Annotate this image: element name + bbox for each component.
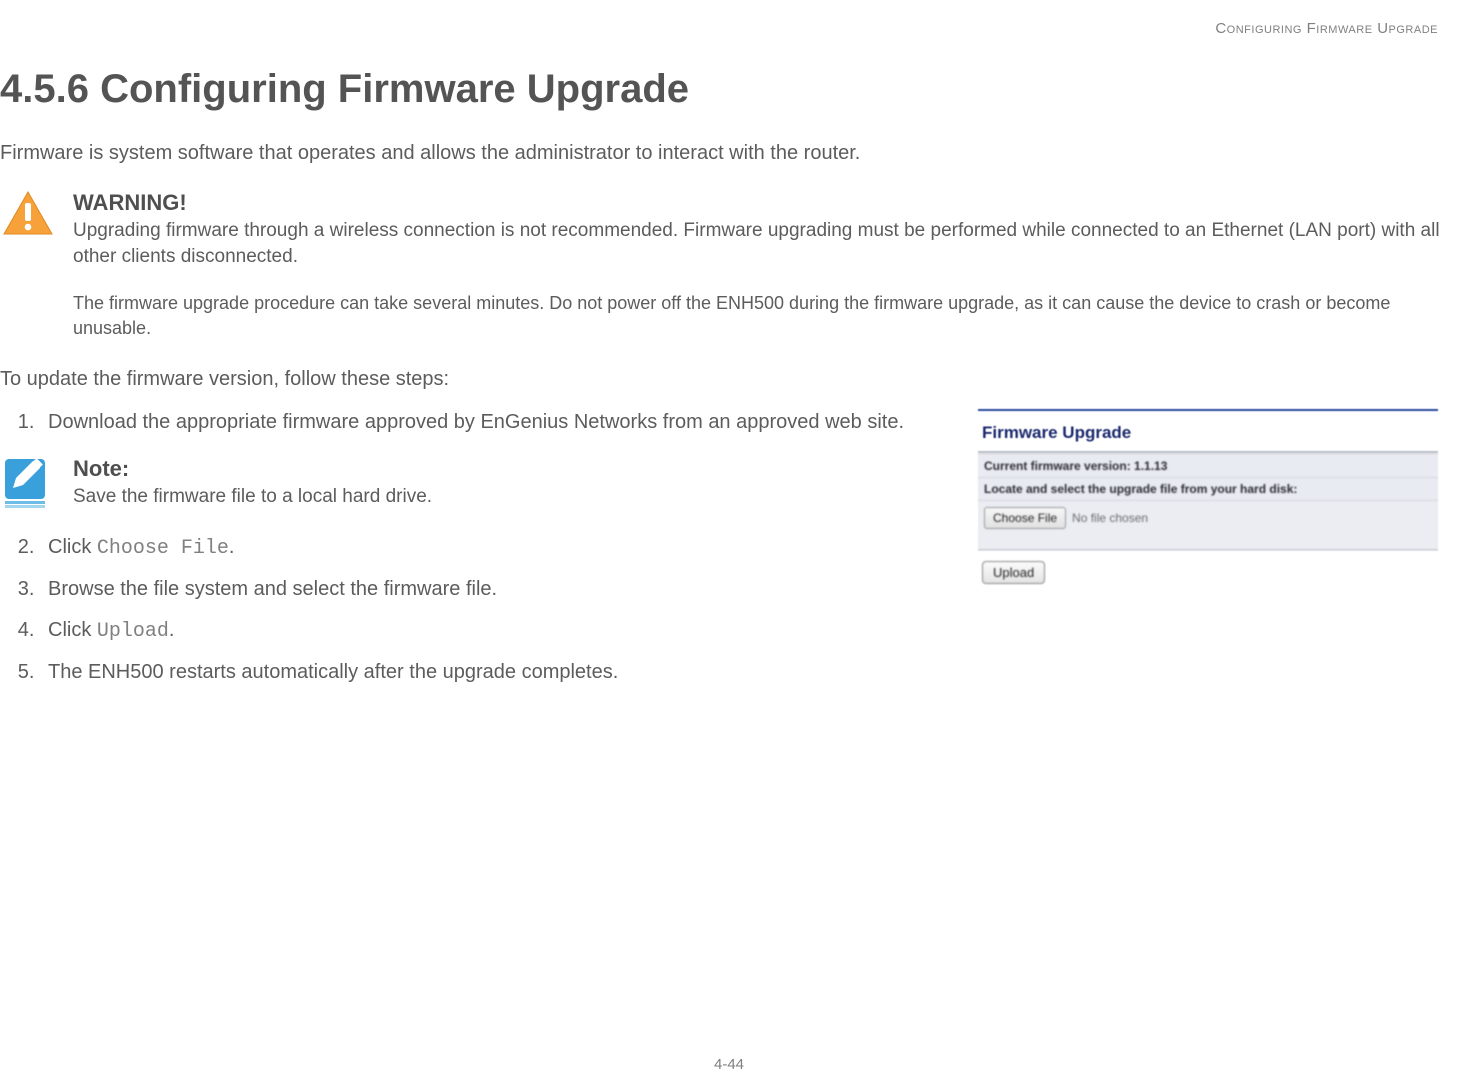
step-2-pre: Click	[48, 536, 97, 558]
step-4-post: .	[169, 619, 175, 641]
note-title: Note:	[73, 456, 948, 482]
firmware-panel-title: Firmware Upgrade	[978, 411, 1438, 451]
content-row: Download the appropriate firmware approv…	[0, 409, 1458, 700]
firmware-panel: Firmware Upgrade Current firmware versio…	[978, 409, 1438, 588]
note-text: Save the firmware file to a local hard d…	[73, 484, 948, 510]
step-2: Click Choose File.	[40, 534, 948, 562]
page-number: 4-44	[0, 1056, 1458, 1073]
step-3: Browse the file system and select the fi…	[40, 576, 948, 603]
intro-paragraph: Firmware is system software that operate…	[0, 142, 1458, 165]
step-4-pre: Click	[48, 619, 97, 641]
steps-list-cont: Click Choose File. Browse the file syste…	[40, 534, 948, 686]
note-icon	[0, 456, 55, 508]
left-column: Download the appropriate firmware approv…	[0, 409, 948, 700]
step-5: The ENH500 restarts automatically after …	[40, 659, 948, 686]
steps-lead: To update the firmware version, follow t…	[0, 368, 1458, 391]
note-body: Note: Save the firmware file to a local …	[73, 456, 948, 510]
no-file-label: No file chosen	[1072, 511, 1148, 525]
upload-button[interactable]: Upload	[982, 561, 1045, 584]
firmware-locate-line: Locate and select the upgrade file from …	[978, 478, 1438, 501]
firmware-screenshot: Firmware Upgrade Current firmware versio…	[978, 409, 1458, 588]
firmware-file-row: Choose File No file chosen	[978, 501, 1438, 549]
firmware-version-line: Current firmware version: 1.1.13	[978, 455, 1438, 478]
step-4-code: Upload	[97, 620, 169, 643]
warning-body: WARNING! Upgrading firmware through a wi…	[73, 190, 1458, 269]
note-callout: Note: Save the firmware file to a local …	[0, 456, 948, 510]
step-2-code: Choose File	[97, 537, 229, 560]
step-1: Download the appropriate firmware approv…	[40, 409, 948, 436]
running-header: Configuring Firmware Upgrade	[0, 20, 1458, 37]
section-heading: 4.5.6 Configuring Firmware Upgrade	[0, 67, 1458, 112]
firmware-content: Current firmware version: 1.1.13 Locate …	[978, 455, 1438, 549]
warning-callout: WARNING! Upgrading firmware through a wi…	[0, 190, 1458, 269]
step-2-post: .	[229, 536, 235, 558]
document-page: Configuring Firmware Upgrade 4.5.6 Confi…	[0, 0, 1458, 1091]
warning-title: WARNING!	[73, 190, 1458, 216]
steps-list: Download the appropriate firmware approv…	[40, 409, 948, 436]
warning-icon	[0, 190, 55, 238]
step-4: Click Upload.	[40, 617, 948, 645]
firmware-upload-row: Upload	[978, 551, 1438, 588]
choose-file-button[interactable]: Choose File	[984, 507, 1066, 529]
warning-text-1: Upgrading firmware through a wireless co…	[73, 218, 1458, 269]
warning-text-2: The firmware upgrade procedure can take …	[73, 291, 1458, 340]
